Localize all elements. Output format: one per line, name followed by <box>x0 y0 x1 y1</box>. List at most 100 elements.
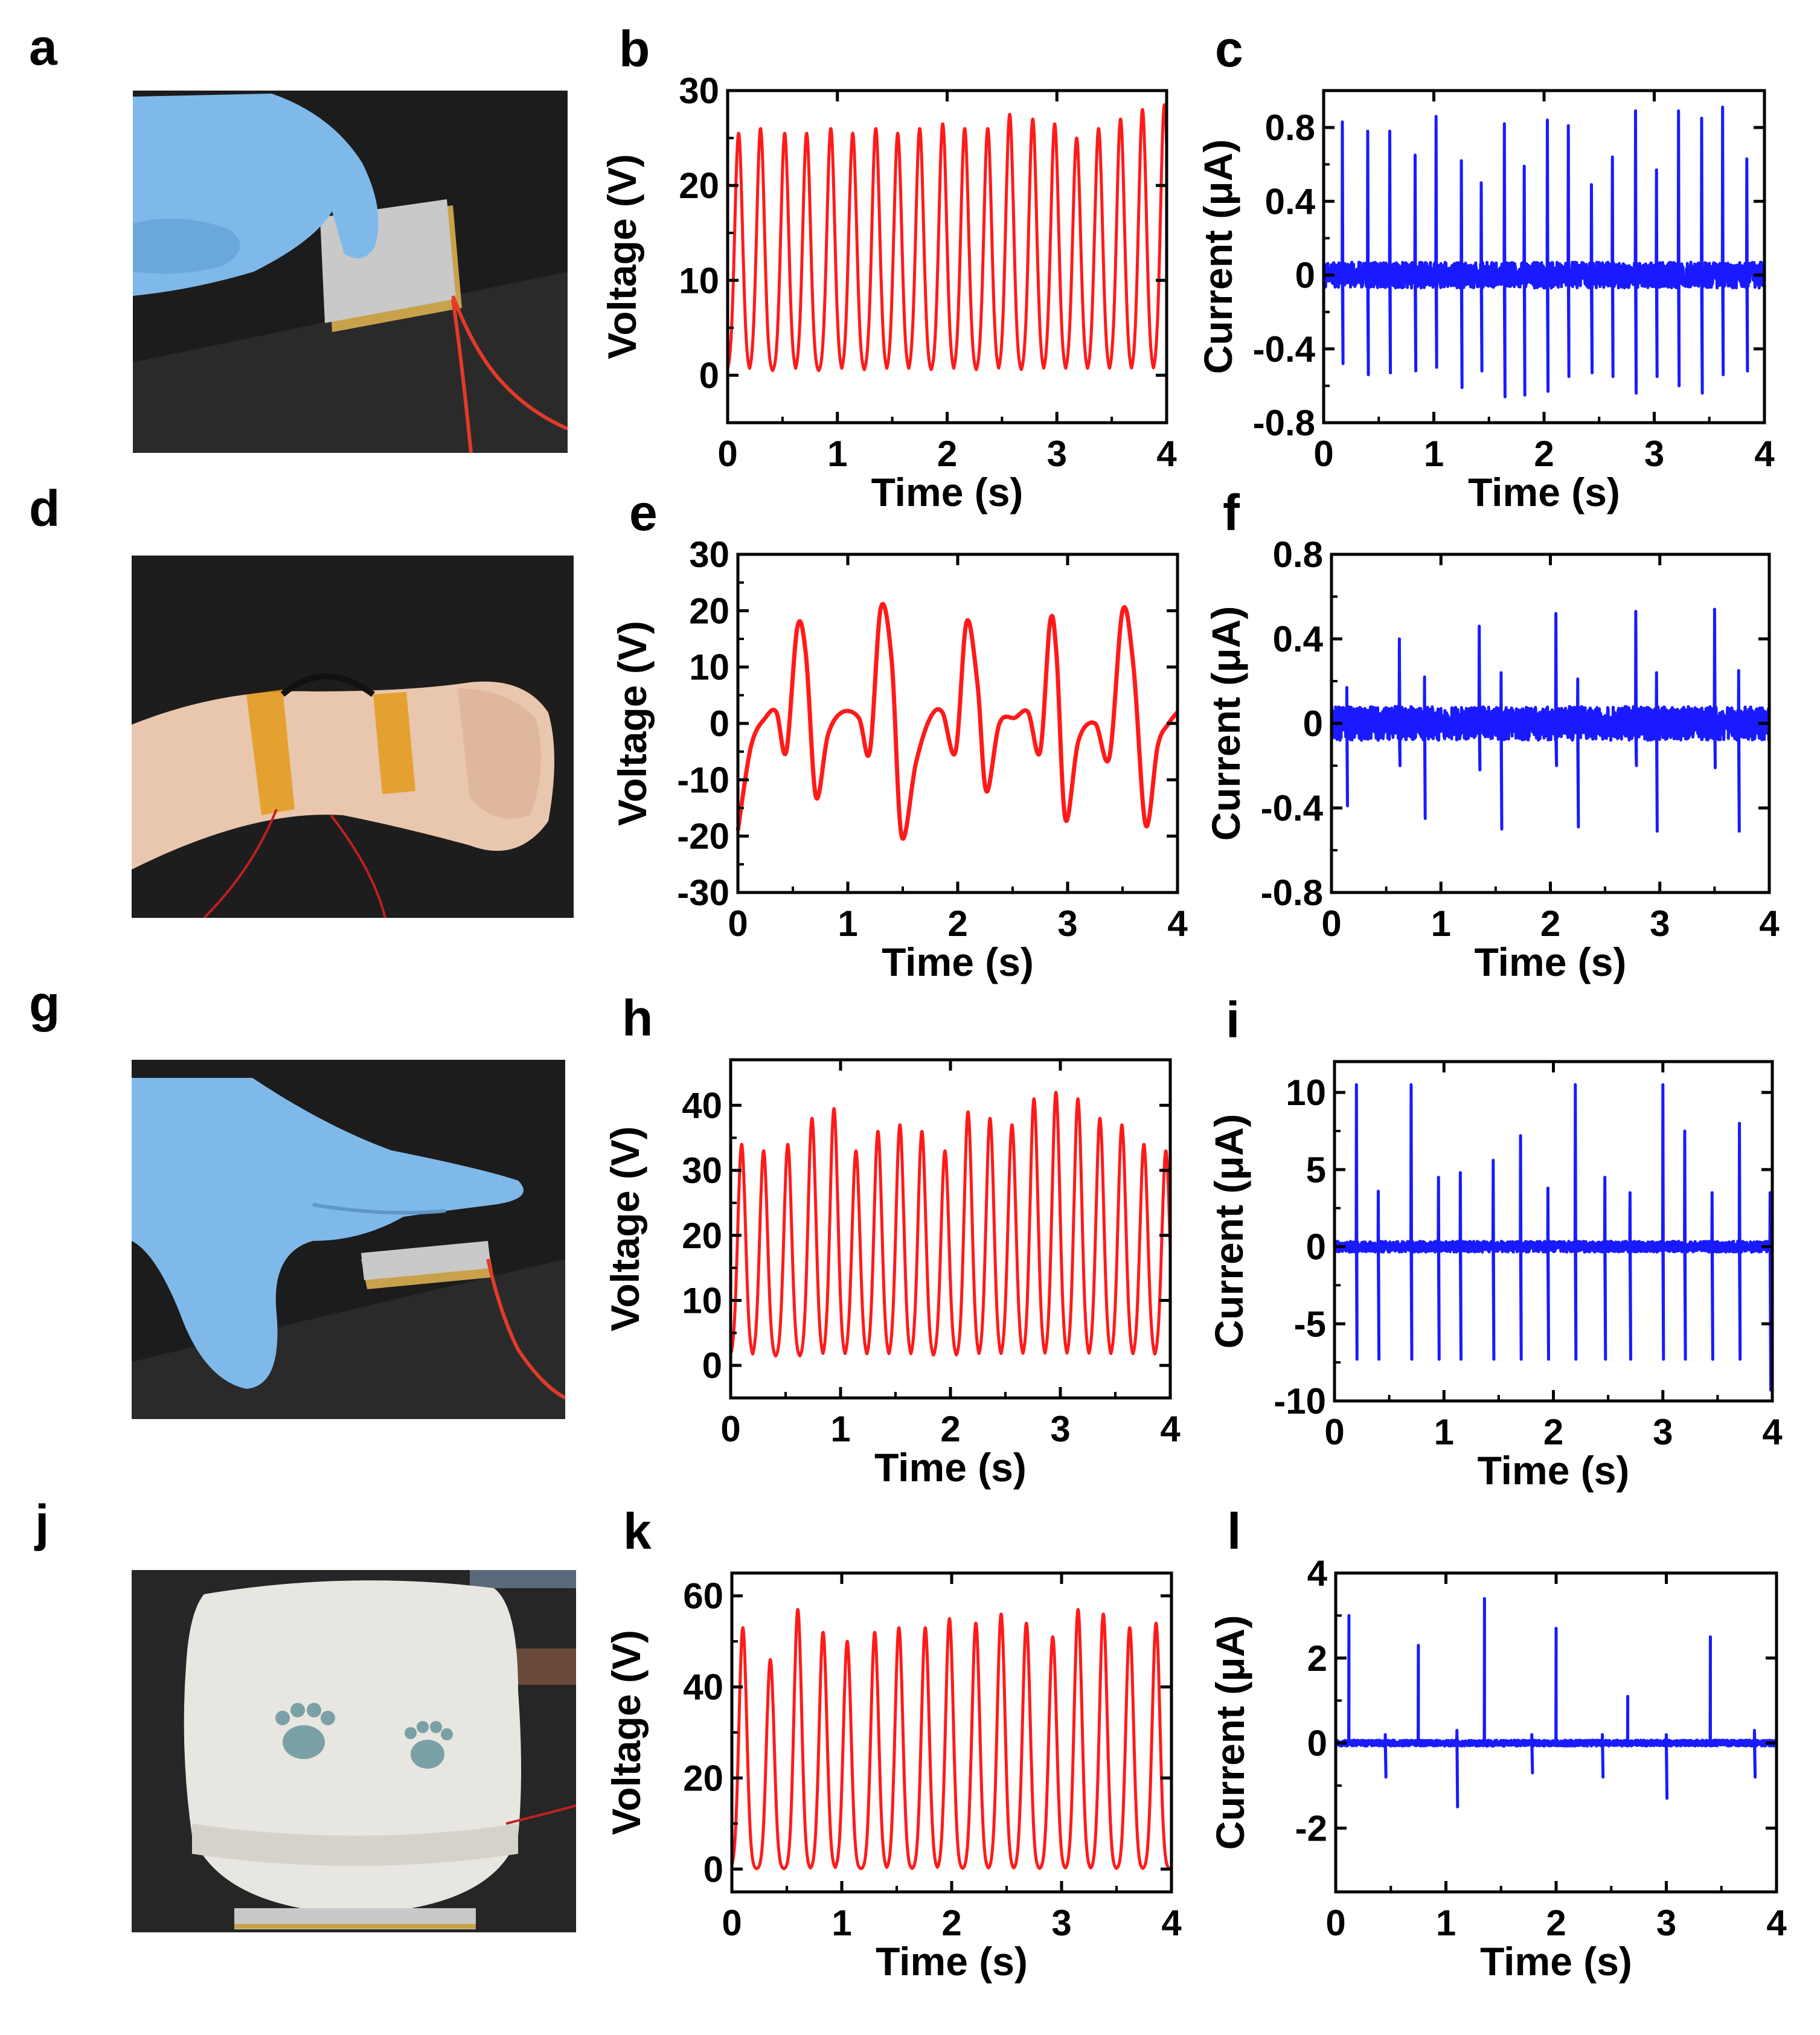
x-tick-label-b-4: 4 <box>1156 434 1177 474</box>
series-line-h <box>729 1091 1172 1358</box>
panel-label-g: g <box>29 975 60 1032</box>
y-tick-label-i-2: 0 <box>1306 1227 1326 1267</box>
y-tick-label-e-0: -30 <box>677 873 729 913</box>
x-tick-label-h-0: 0 <box>720 1409 740 1449</box>
panel-label-f: f <box>1223 484 1240 541</box>
y-axis-label-f: Current (μA) <box>1203 606 1248 841</box>
panel-label-l: l <box>1227 1503 1241 1560</box>
x-tick-label-f-2: 2 <box>1540 903 1560 944</box>
series-line-b <box>726 103 1168 373</box>
x-tick-label-c-0: 0 <box>1313 434 1333 474</box>
x-tick-label-l-2: 2 <box>1546 1903 1566 1943</box>
x-tick-label-c-4: 4 <box>1754 434 1775 474</box>
y-tick-label-l-1: 0 <box>1307 1723 1327 1764</box>
y-tick-label-h-2: 20 <box>682 1216 722 1256</box>
y-tick-label-l-3: 4 <box>1307 1553 1328 1594</box>
y-tick-label-e-2: -10 <box>677 760 729 800</box>
x-tick-label-h-3: 3 <box>1050 1409 1070 1449</box>
series-line-e <box>735 601 1179 841</box>
x-tick-label-f-0: 0 <box>1321 903 1341 944</box>
chart-l: 0 1 2 3 4 -2 0 2 4 Time (s) Current (μA) l <box>1208 1503 1787 1984</box>
y-tick-label-e-5: 20 <box>689 591 729 631</box>
series-line-l <box>1334 1597 1778 1809</box>
x-tick-label-e-1: 1 <box>838 903 857 944</box>
y-tick-label-k-3: 60 <box>683 1576 723 1617</box>
x-tick-label-i-0: 0 <box>1324 1412 1344 1452</box>
x-axis-label-b: Time (s) <box>871 470 1024 514</box>
x-tick-label-c-1: 1 <box>1424 434 1444 474</box>
x-tick-label-k-1: 1 <box>831 1903 851 1943</box>
y-tick-label-h-0: 0 <box>702 1345 722 1386</box>
x-tick-label-h-4: 4 <box>1160 1409 1181 1449</box>
x-tick-label-c-2: 2 <box>1534 434 1554 474</box>
y-tick-label-b-2: 20 <box>679 165 719 206</box>
x-tick-label-k-4: 4 <box>1161 1903 1182 1943</box>
chart-e: 0 1 2 3 4 -30 -20 -10 0 10 20 30 Time (s) Voltage (V)… <box>610 484 1188 984</box>
panel-label-a: a <box>29 19 57 75</box>
x-tick-label-i-2: 2 <box>1543 1412 1563 1452</box>
y-axis-label-i: Current (μA) <box>1206 1114 1251 1349</box>
y-tick-label-k-2: 40 <box>683 1667 723 1708</box>
x-tick-label-l-0: 0 <box>1325 1903 1345 1943</box>
x-axis-label-l: Time (s) <box>1480 1939 1632 1984</box>
x-tick-label-e-4: 4 <box>1167 903 1188 944</box>
y-tick-label-h-4: 40 <box>682 1085 722 1126</box>
x-tick-label-b-0: 0 <box>717 434 737 474</box>
y-tick-label-h-3: 30 <box>682 1150 722 1191</box>
x-tick-label-i-4: 4 <box>1762 1412 1783 1452</box>
x-tick-label-b-3: 3 <box>1047 434 1067 474</box>
x-tick-label-e-3: 3 <box>1057 903 1077 944</box>
x-tick-label-f-1: 1 <box>1431 903 1451 944</box>
panel-label-k: k <box>623 1503 652 1560</box>
y-axis-label-k: Voltage (V) <box>604 1630 649 1835</box>
x-tick-label-i-1: 1 <box>1434 1412 1454 1452</box>
x-axis-label-i: Time (s) <box>1478 1448 1630 1493</box>
y-tick-label-i-1: -5 <box>1294 1304 1326 1344</box>
photo-finger-press-drawing <box>133 91 568 453</box>
series-line-i <box>1333 1083 1774 1392</box>
x-tick-label-b-1: 1 <box>827 434 847 474</box>
y-tick-label-i-4: 10 <box>1286 1072 1326 1113</box>
x-axis-label-h: Time (s) <box>874 1445 1027 1490</box>
chart-f: 0 1 2 3 4 -0.8 -0.4 0 0.4 0.8 Time (s) Current (μA)… <box>1203 484 1780 984</box>
x-tick-label-c-3: 3 <box>1644 434 1664 474</box>
y-tick-label-k-1: 20 <box>683 1758 723 1798</box>
series-line-c <box>1322 106 1766 399</box>
y-tick-label-f-1: -0.4 <box>1261 788 1324 828</box>
y-axis-label-l: Current (μA) <box>1208 1615 1252 1850</box>
y-tick-label-l-0: -2 <box>1295 1808 1327 1848</box>
y-tick-label-c-4: 0.8 <box>1265 107 1315 148</box>
y-tick-label-c-3: 0.4 <box>1265 181 1316 222</box>
y-tick-label-f-3: 0.4 <box>1273 619 1324 659</box>
panel-label-c: c <box>1215 21 1243 77</box>
x-axis-label-e: Time (s) <box>882 940 1034 984</box>
x-tick-label-f-4: 4 <box>1759 903 1780 944</box>
y-tick-label-b-3: 30 <box>679 71 719 111</box>
y-tick-label-c-1: -0.4 <box>1253 329 1316 370</box>
x-tick-label-k-0: 0 <box>722 1903 742 1943</box>
chart-b: 0 1 2 3 4 0 10 20 30 Time (s) Voltage (V) b <box>600 21 1177 514</box>
y-tick-label-l-2: 2 <box>1307 1638 1327 1679</box>
y-axis-label-b: Voltage (V) <box>600 154 644 359</box>
y-tick-label-i-0: -10 <box>1274 1381 1326 1421</box>
x-tick-label-e-0: 0 <box>728 903 748 944</box>
panel-label-b: b <box>619 21 650 77</box>
y-tick-label-b-1: 10 <box>679 260 719 301</box>
y-axis-label-h: Voltage (V) <box>603 1126 647 1332</box>
panel-label-j: j <box>35 1495 50 1551</box>
y-tick-label-i-3: 5 <box>1306 1150 1326 1190</box>
panel-label-e: e <box>629 484 658 541</box>
y-tick-label-h-1: 10 <box>682 1280 722 1321</box>
y-axis-label-e: Voltage (V) <box>610 621 655 826</box>
y-tick-label-k-0: 0 <box>703 1849 723 1889</box>
photo-shoe-step-drawing <box>132 1570 576 1932</box>
x-tick-label-e-2: 2 <box>947 903 967 944</box>
x-tick-label-l-1: 1 <box>1436 1903 1456 1943</box>
x-tick-label-h-2: 2 <box>940 1409 960 1449</box>
x-tick-label-k-2: 2 <box>941 1903 961 1943</box>
y-tick-label-e-6: 30 <box>689 534 729 575</box>
y-tick-label-f-4: 0.8 <box>1273 534 1323 575</box>
series-line-f <box>1330 607 1771 833</box>
